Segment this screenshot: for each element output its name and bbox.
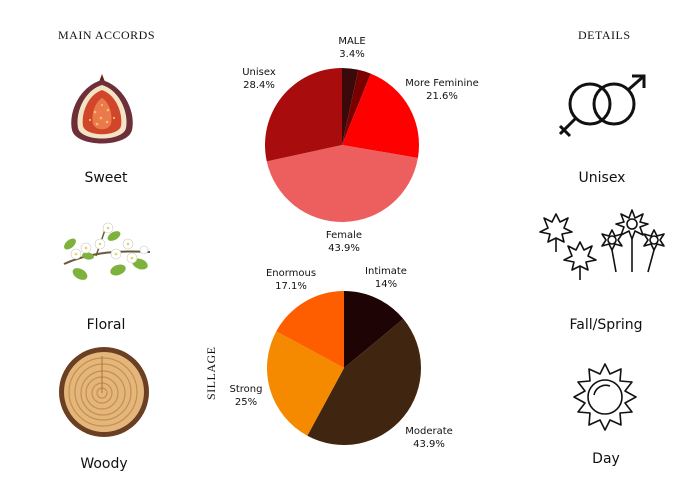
- detail-label-fall-spring: Fall/Spring: [569, 317, 643, 333]
- pie-slice-more-feminine: [342, 73, 419, 159]
- pie-slice-female: [266, 145, 418, 222]
- pie-value-more-feminine: 21.6%: [426, 91, 458, 102]
- gender-pie: MALE 3.4% More Feminine 21.6% Female 43.9% Uni…: [242, 36, 479, 254]
- pie-label-unisex: Unisex: [242, 67, 276, 78]
- sillage-pie: Intimate 14% Moderate 43.9% Strong 25% Enormou…: [230, 266, 453, 450]
- pie-label-moderate: Moderate: [405, 426, 453, 437]
- pie-value-moderate: 43.9%: [413, 439, 445, 450]
- pie-value-enormous: 17.1%: [275, 281, 307, 292]
- pie-slice-male: [342, 68, 359, 145]
- pie-slice-unlabeled-1: [342, 69, 371, 145]
- pie-label-intimate: Intimate: [365, 266, 407, 277]
- pie-value-male: 3.4%: [339, 49, 364, 60]
- pie-slice-moderate: [307, 318, 421, 446]
- pie-value-female: 43.9%: [328, 243, 360, 254]
- main-accords-heading: MAIN ACCORDS: [58, 28, 156, 42]
- pie-label-male: MALE: [338, 36, 365, 47]
- pie-value-strong: 25%: [235, 397, 257, 408]
- accord-label-sweet: Sweet: [84, 170, 128, 186]
- details-heading: DETAILS: [578, 28, 631, 42]
- pie-slice-unisex: [265, 68, 342, 162]
- pie-label-strong: Strong: [230, 384, 263, 395]
- pie-value-intimate: 14%: [375, 279, 397, 290]
- fig-icon: [71, 74, 133, 144]
- wood-slice-icon: [59, 347, 149, 437]
- pie-label-female: Female: [326, 230, 362, 241]
- pie-value-unisex: 28.4%: [243, 80, 275, 91]
- leaves-and-flowers-icon: [539, 209, 665, 280]
- sun-icon: [573, 363, 637, 431]
- accord-label-woody: Woody: [80, 456, 128, 472]
- detail-label-unisex: Unisex: [578, 170, 626, 186]
- pie-slice-enormous: [276, 291, 344, 368]
- pie-slice-intimate: [344, 291, 404, 368]
- pie-label-enormous: Enormous: [266, 268, 316, 279]
- gender-symbols-icon: [558, 74, 646, 138]
- detail-label-day: Day: [592, 451, 620, 467]
- flower-branch-icon: [63, 222, 151, 280]
- accord-label-floral: Floral: [86, 317, 126, 333]
- pie-label-more-feminine: More Feminine: [405, 78, 478, 89]
- pie-slice-strong: [266, 331, 344, 436]
- sillage-axis-label: SILLAGE: [204, 346, 218, 401]
